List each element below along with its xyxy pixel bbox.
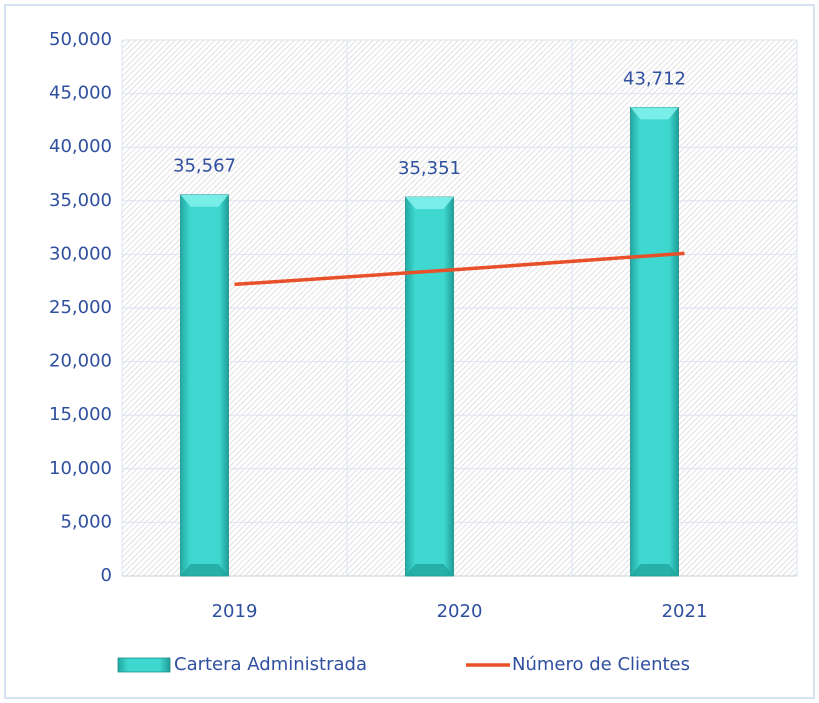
x-tick-label: 2020: [437, 601, 483, 622]
data-label: 43,712: [623, 68, 686, 89]
y-tick-label: 5,000: [60, 511, 112, 532]
y-tick-label: 40,000: [49, 136, 112, 157]
bar-bevel: [405, 197, 454, 210]
y-tick-label: 20,000: [49, 351, 112, 372]
bar: [630, 107, 679, 577]
legend-label: Número de Clientes: [512, 654, 690, 675]
y-tick-label: 15,000: [49, 404, 112, 425]
bar-bevel: [630, 564, 679, 576]
line-series: [234, 251, 685, 287]
bar: [405, 196, 454, 577]
x-tick-label: 2021: [662, 601, 708, 622]
bar: [180, 194, 229, 577]
legend-swatch: [117, 657, 171, 673]
y-tick-label: 35,000: [49, 190, 112, 211]
y-tick-label: 10,000: [49, 458, 112, 479]
y-tick-label: 30,000: [49, 243, 112, 264]
bar-bevel: [405, 564, 454, 576]
y-tick-label: 50,000: [49, 29, 112, 50]
y-tick-label: 25,000: [49, 297, 112, 318]
bar-bevel: [180, 564, 229, 576]
legend-label: Cartera Administrada: [174, 654, 367, 675]
y-tick-label: 45,000: [49, 83, 112, 104]
bar-bevel: [630, 107, 679, 120]
data-label: 35,567: [173, 156, 236, 177]
y-tick-label: 0: [101, 565, 112, 586]
bar-bevel: [180, 194, 229, 207]
x-tick-label: 2019: [212, 601, 258, 622]
data-label: 35,351: [398, 158, 461, 179]
